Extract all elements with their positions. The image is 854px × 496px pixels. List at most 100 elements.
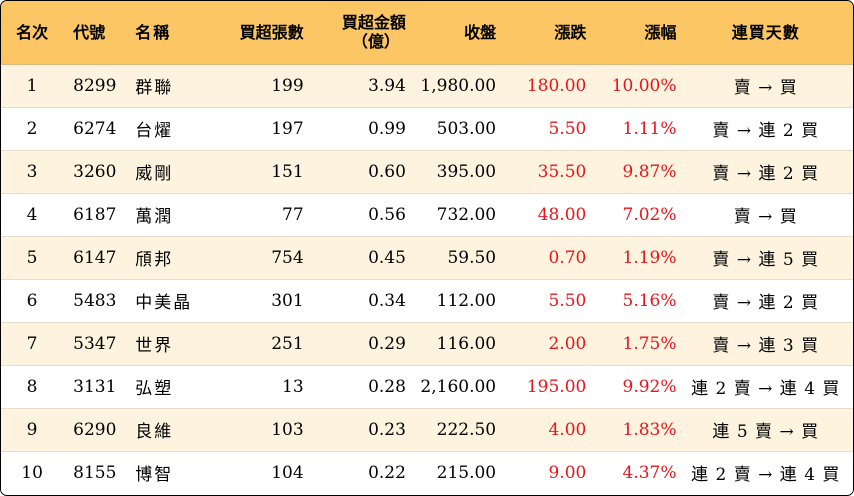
table-row: 8 3131 弘塑 13 0.28 2,160.00 195.00 9.92% 連 2 賣 → … [1, 365, 853, 409]
header-name: 名稱 [129, 1, 206, 65]
cell-rank: 3 [1, 150, 64, 194]
table-header-row: 名次 代號 名稱 買超張數 買超金額 （億） 收盤 漲跌 漲幅 連買天數 [1, 1, 853, 65]
cell-change-pct: 1.19% [588, 236, 679, 280]
table-row: 9 6290 良維 103 0.23 222.50 4.00 1.83% 連 5 賣 → 買 [1, 408, 853, 452]
cell-change: 0.70 [498, 236, 589, 280]
cell-buy-days: 賣 → 買 [678, 193, 853, 237]
cell-net-buy-lots: 77 [205, 193, 306, 237]
cell-close: 395.00 [407, 150, 499, 194]
cell-net-buy-lots: 199 [205, 64, 306, 108]
cell-net-buy-amount: 0.60 [305, 150, 408, 194]
cell-change: 195.00 [498, 365, 589, 409]
table-row: 3 3260 威剛 151 0.60 395.00 35.50 9.87% 賣 → 連 2 買 [1, 150, 853, 194]
cell-close: 1,980.00 [407, 64, 499, 108]
cell-net-buy-lots: 754 [205, 236, 306, 280]
cell-code: 6274 [63, 107, 130, 151]
cell-close: 2,160.00 [407, 365, 499, 409]
cell-net-buy-amount: 0.23 [305, 408, 408, 452]
cell-close: 222.50 [407, 408, 499, 452]
cell-close: 116.00 [407, 322, 499, 366]
cell-net-buy-amount: 0.99 [305, 107, 408, 151]
cell-buy-days: 連 2 賣 → 連 4 買 [691, 465, 841, 486]
cell-name: 中美晶 [129, 279, 206, 323]
cell-rank: 9 [1, 408, 64, 452]
cell-net-buy-amount: 0.56 [305, 193, 408, 237]
cell-change-pct: 5.16% [588, 279, 679, 323]
table-row: 10 8155 博智 104 0.22 215.00 9.00 4.37% 連 2 賣 → 連 … [1, 451, 853, 494]
cell-buy-days: 賣 → 連 2 買 [678, 279, 853, 323]
table-row: 4 6187 萬潤 77 0.56 732.00 48.00 7.02% 賣 → 買 [1, 193, 853, 237]
cell-net-buy-amount: 0.22 [368, 462, 406, 483]
cell-name: 良維 [129, 408, 206, 452]
cell-close: 112.00 [407, 279, 499, 323]
cell-name: 弘塑 [129, 365, 206, 409]
cell-rank: 5 [1, 236, 64, 280]
cell-name: 萬潤 [129, 193, 206, 237]
cell-change-pct: 9.87% [588, 150, 679, 194]
cell-code: 6187 [63, 193, 130, 237]
cell-net-buy-lots: 103 [205, 408, 306, 452]
header-net-buy-amount-line1: 買超金額 [341, 13, 406, 33]
cell-rank: 7 [1, 322, 64, 366]
header-net-buy-lots: 買超張數 [205, 1, 306, 65]
cell-change-pct: 9.92% [588, 365, 679, 409]
table-row: 1 8299 群聯 199 3.94 1,980.00 180.00 10.00% 賣 → 買 [1, 64, 853, 108]
cell-change: 9.00 [548, 462, 587, 483]
cell-code: 6147 [63, 236, 130, 280]
cell-buy-days: 連 2 賣 → 連 4 買 [678, 365, 853, 409]
cell-net-buy-lots: 104 [271, 462, 304, 483]
cell-net-buy-amount: 0.28 [305, 365, 408, 409]
table-row: 5 6147 頎邦 754 0.45 59.50 0.70 1.19% 賣 → 連 5 買 [1, 236, 853, 280]
cell-code: 5483 [63, 279, 130, 323]
cell-change: 2.00 [498, 322, 589, 366]
table-row: 6 5483 中美晶 301 0.34 112.00 5.50 5.16% 賣 → 連 2 買 [1, 279, 853, 323]
cell-change: 5.50 [498, 107, 589, 151]
cell-code: 8299 [63, 64, 130, 108]
cell-name: 群聯 [129, 64, 206, 108]
cell-change-pct: 1.83% [588, 408, 679, 452]
cell-close: 59.50 [407, 236, 499, 280]
cell-close: 215.00 [436, 462, 497, 483]
cell-close: 503.00 [407, 107, 499, 151]
cell-net-buy-lots: 301 [205, 279, 306, 323]
cell-rank: 4 [1, 193, 64, 237]
header-net-buy-amount: 買超金額 （億） [305, 1, 408, 65]
cell-buy-days: 連 5 賣 → 買 [678, 408, 853, 452]
cell-buy-days: 賣 → 連 2 買 [678, 150, 853, 194]
cell-buy-days: 賣 → 連 5 買 [678, 236, 853, 280]
cell-name: 台燿 [129, 107, 206, 151]
cell-change: 5.50 [498, 279, 589, 323]
header-net-buy-amount-line2: （億） [351, 32, 400, 52]
header-rank: 名次 [1, 1, 64, 65]
cell-net-buy-lots: 151 [205, 150, 306, 194]
cell-net-buy-amount: 0.45 [305, 236, 408, 280]
header-close: 收盤 [407, 1, 499, 65]
cell-code: 8155 [73, 462, 117, 483]
cell-close: 732.00 [407, 193, 499, 237]
header-buy-days: 連買天數 [678, 1, 853, 65]
header-change-pct: 漲幅 [588, 1, 679, 65]
header-code: 代號 [63, 1, 130, 65]
cell-rank: 1 [1, 64, 64, 108]
cell-rank: 8 [1, 365, 64, 409]
cell-name: 威剛 [129, 150, 206, 194]
table-row: 7 5347 世界 251 0.29 116.00 2.00 1.75% 賣 → 連 3 買 [1, 322, 853, 366]
cell-buy-days: 賣 → 買 [678, 64, 853, 108]
cell-buy-days: 賣 → 連 3 買 [678, 322, 853, 366]
cell-code: 3131 [63, 365, 130, 409]
cell-change: 35.50 [498, 150, 589, 194]
cell-code: 6290 [63, 408, 130, 452]
cell-change-pct: 10.00% [588, 64, 679, 108]
cell-net-buy-lots: 251 [205, 322, 306, 366]
cell-change: 4.00 [498, 408, 589, 452]
cell-rank: 10 [21, 462, 43, 483]
cell-change-pct: 1.11% [588, 107, 679, 151]
cell-change: 180.00 [498, 64, 589, 108]
cell-name: 頎邦 [129, 236, 206, 280]
cell-change-pct: 7.02% [588, 193, 679, 237]
cell-change: 48.00 [498, 193, 589, 237]
cell-buy-days: 賣 → 連 2 買 [678, 107, 853, 151]
table-row: 2 6274 台燿 197 0.99 503.00 5.50 1.11% 賣 → 連 2 買 [1, 107, 853, 151]
